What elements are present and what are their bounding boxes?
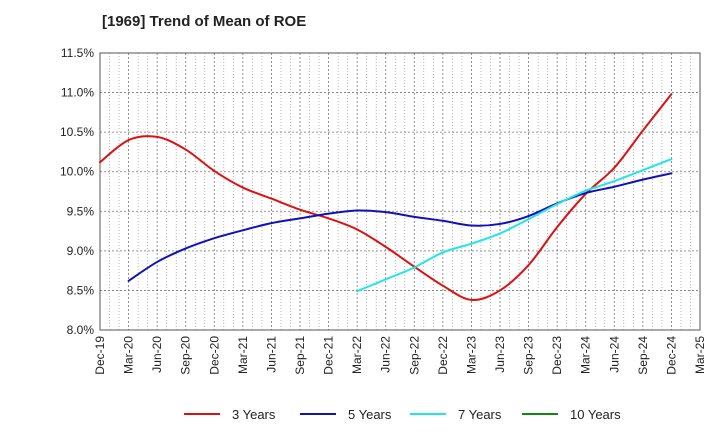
x-tick-label: Dec-19 [93,336,107,375]
x-tick-label: Sep-20 [179,336,193,375]
y-tick-label: 8.5% [67,283,95,297]
x-tick-label: Sep-22 [407,336,421,375]
x-tick-label: Mar-23 [464,336,478,374]
x-tick-label: Jun-24 [607,336,621,373]
legend-item: 3 Years [184,402,275,426]
y-tick-label: 11.0% [61,86,94,100]
chart-title: [1969] Trend of Mean of ROE [102,13,307,30]
y-tick-label: 9.0% [67,244,95,258]
x-tick-label: Sep-24 [636,336,650,375]
legend-label: 3 Years [232,406,276,422]
series-layer [99,93,673,301]
label-layer: 8.0% 8.5% 9.0% 9.5% 10.0% 10.5% 11.0% 11.5% Dec-… [60,46,707,375]
y-tick-label: 10.0% [60,165,94,179]
x-tick-label: Jun-21 [264,336,278,373]
x-tick-label: Dec-20 [207,336,221,375]
legend-label: 7 Years [458,406,502,422]
x-tick-label: Mar-24 [579,336,593,374]
y-tick-label: 11.5% [61,46,94,60]
legend-label: 5 Years [348,406,392,422]
axis-layer [99,52,701,331]
x-tick-label: Dec-24 [664,336,678,375]
x-tick-label: Sep-23 [522,336,536,375]
grid-layer [99,52,701,331]
y-tick-label: 10.5% [60,125,94,139]
y-tick-label: 8.0% [67,323,95,337]
x-tick-label: Jun-23 [493,336,507,373]
x-tick-label: Dec-21 [322,336,336,375]
series-line-7-years [356,158,673,293]
series-line-3-years [99,93,673,301]
legend-swatch [522,413,558,415]
x-tick-label: Mar-22 [350,336,364,374]
x-tick-label: Sep-21 [293,336,307,375]
x-tick-label: Jun-22 [379,336,393,373]
series-line-5-years [127,172,673,282]
legend-item: 10 Years [522,402,621,426]
legend-label: 10 Years [570,406,621,422]
legend-swatch [300,413,336,415]
y-tick-label: 9.5% [67,204,95,218]
legend-swatch [184,413,220,415]
plot-frame [99,52,701,331]
x-tick-label: Mar-20 [122,336,136,374]
legend-item: 5 Years [300,402,391,426]
x-tick-label: Jun-20 [150,336,164,373]
legend: 3 Years 5 Years 7 Years 10 Years [0,402,720,426]
x-tick-label: Dec-23 [550,336,564,375]
x-tick-label: Mar-25 [693,336,707,374]
x-tick-label: Dec-22 [436,336,450,375]
x-tick-label: Mar-21 [236,336,250,374]
legend-item: 7 Years [410,402,501,426]
legend-swatch [410,413,446,415]
